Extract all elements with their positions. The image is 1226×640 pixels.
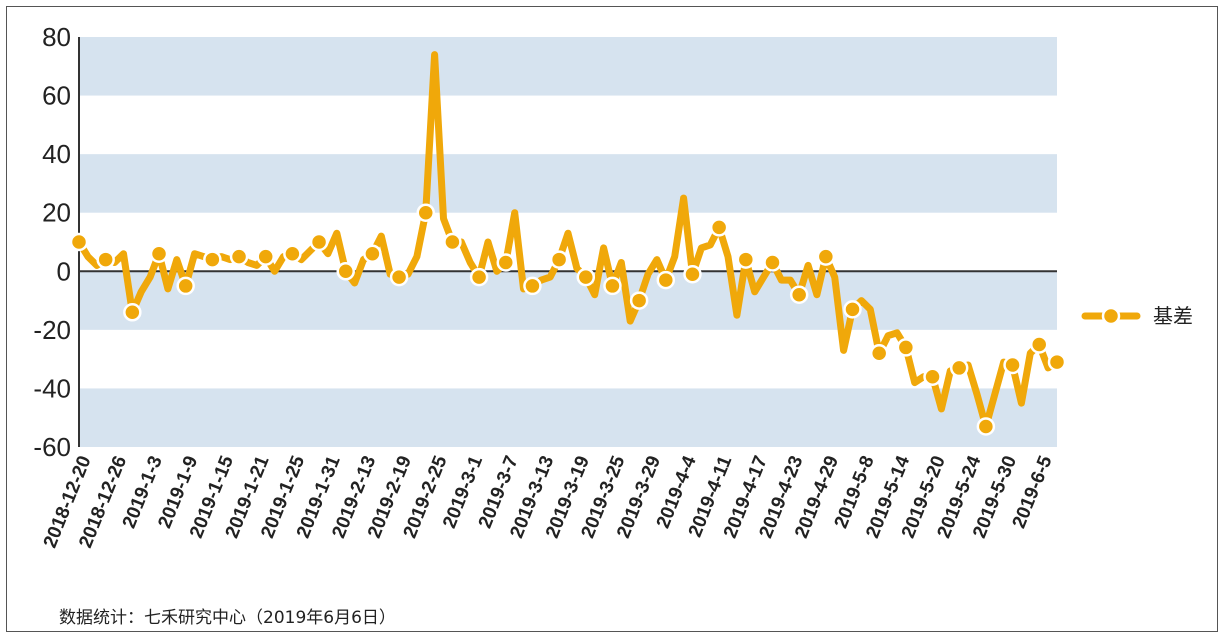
data-point-marker bbox=[443, 232, 462, 252]
data-point-marker bbox=[96, 250, 115, 269]
data-point-marker bbox=[549, 250, 569, 269]
source-note: 数据统计：七禾研究中心（2019年6月6日） bbox=[59, 608, 396, 628]
data-point-marker bbox=[976, 417, 996, 436]
series-line-basis bbox=[75, 51, 1061, 430]
series-markers bbox=[69, 203, 1067, 436]
data-point-marker bbox=[1029, 335, 1049, 354]
data-point-marker bbox=[1047, 352, 1067, 372]
y-tick-label: 80 bbox=[42, 22, 71, 52]
grid-band bbox=[79, 388, 1057, 447]
data-point-marker bbox=[496, 253, 516, 272]
data-point-marker bbox=[763, 253, 782, 272]
data-point-marker bbox=[683, 264, 702, 284]
grid-band bbox=[79, 37, 1057, 96]
y-tick-label: -60 bbox=[33, 432, 71, 462]
data-point-marker bbox=[149, 244, 169, 263]
data-point-marker bbox=[283, 244, 302, 263]
data-point-marker bbox=[309, 232, 329, 252]
y-tick-label: -40 bbox=[33, 373, 71, 403]
data-point-marker bbox=[923, 367, 942, 386]
legend-label: 基差 bbox=[1153, 304, 1193, 328]
data-point-marker bbox=[629, 291, 649, 310]
data-point-marker bbox=[416, 203, 435, 222]
data-point-marker bbox=[603, 276, 622, 296]
data-point-marker bbox=[123, 303, 142, 322]
grid-band bbox=[79, 271, 1057, 330]
data-point-marker bbox=[843, 300, 862, 319]
data-point-marker bbox=[469, 267, 489, 287]
data-point-marker bbox=[176, 276, 195, 296]
data-point-marker bbox=[389, 267, 409, 287]
y-tick-label: 20 bbox=[42, 198, 71, 228]
data-point-marker bbox=[523, 276, 542, 296]
data-point-marker bbox=[709, 218, 729, 237]
data-point-marker bbox=[363, 244, 382, 263]
data-point-marker bbox=[816, 247, 836, 266]
y-axis-tick-labels: 80 60 40 20 0 -20 -40 -60 bbox=[33, 22, 71, 462]
y-tick-label: -20 bbox=[33, 315, 71, 345]
data-point-marker bbox=[229, 247, 249, 266]
data-point-marker bbox=[256, 247, 275, 266]
data-point-marker bbox=[656, 270, 676, 290]
chart-frame: 80 60 40 20 0 -20 -40 -60 2018-12-20 2018-12-26 2… bbox=[6, 6, 1218, 632]
y-tick-label: 60 bbox=[42, 81, 71, 111]
data-point-marker bbox=[869, 344, 889, 363]
data-point-marker bbox=[203, 250, 222, 269]
legend-marker-swatch bbox=[1101, 306, 1121, 326]
data-point-marker bbox=[896, 338, 916, 357]
y-tick-label: 0 bbox=[57, 256, 71, 286]
line-chart: 80 60 40 20 0 -20 -40 -60 2018-12-202018-12-262… bbox=[33, 22, 1193, 551]
data-point-marker bbox=[789, 285, 809, 304]
x-axis-tick-labels: 2018-12-202018-12-262019-1-32019-1-92019… bbox=[40, 453, 1057, 551]
data-point-marker bbox=[576, 267, 596, 287]
data-point-marker bbox=[1003, 355, 1022, 375]
data-point-marker bbox=[69, 232, 89, 252]
grid-band bbox=[79, 154, 1057, 213]
data-point-marker bbox=[949, 358, 969, 378]
legend: 基差 bbox=[1081, 304, 1193, 328]
data-point-marker bbox=[736, 250, 756, 269]
y-tick-label: 40 bbox=[42, 139, 71, 169]
grid-bands bbox=[79, 37, 1057, 447]
data-point-marker bbox=[336, 262, 355, 281]
